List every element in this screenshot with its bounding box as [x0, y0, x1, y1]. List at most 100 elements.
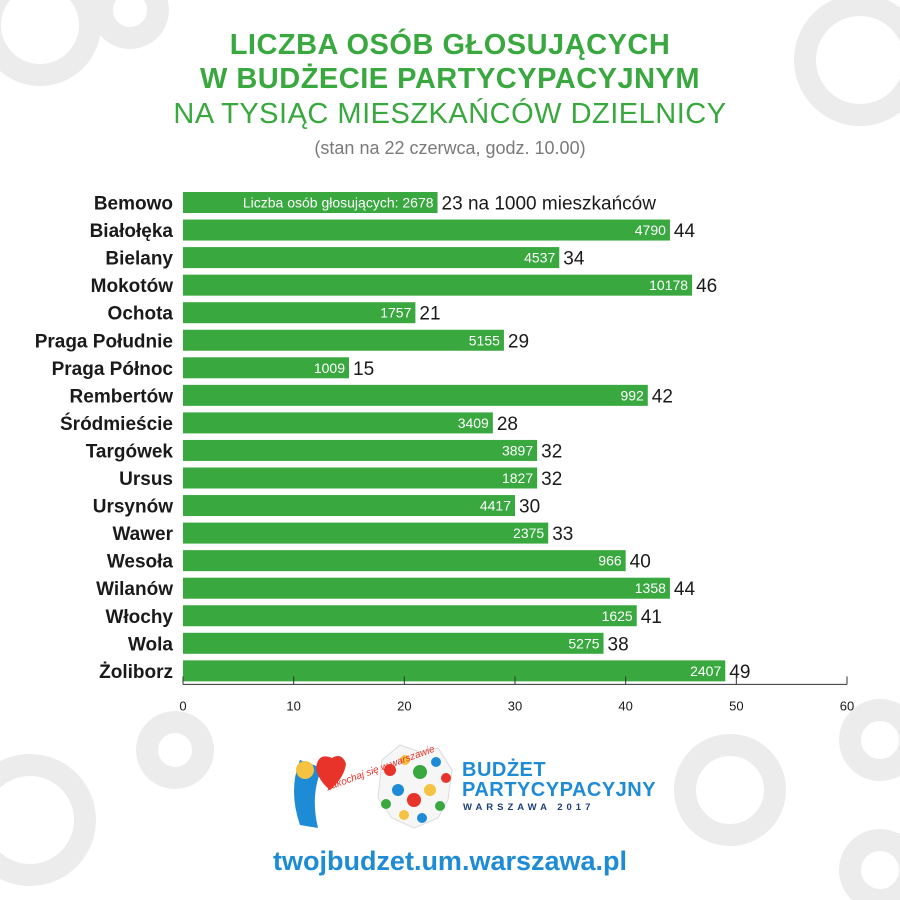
bar-value-label: 15 — [353, 359, 374, 380]
bar-value-label: 32 — [541, 469, 562, 490]
category-label: Rembertów — [70, 386, 174, 407]
bar — [183, 274, 693, 296]
budget-logo-title-line2: PARTYCYPACYJNY — [462, 779, 657, 801]
bar — [183, 412, 493, 434]
category-label: Praga Północ — [52, 359, 174, 380]
category-label: Ursus — [119, 469, 173, 490]
gear-icon — [407, 793, 421, 807]
chart-title-line3: NA TYSIĄC MIESZKAŃCÓW DZIELNICY — [173, 98, 727, 130]
category-label: Żoliborz — [99, 662, 173, 683]
bar — [183, 632, 604, 654]
chart-title-line1: LICZBA OSÓB GŁOSUJĄCYCH — [229, 29, 671, 61]
chart-title-line2: W BUDŻECIE PARTYCYPACYJNYM — [199, 63, 701, 95]
bar — [183, 219, 670, 241]
gear-icon — [381, 799, 391, 809]
gear-icon — [0, 754, 96, 886]
category-label: Praga Południe — [35, 331, 173, 352]
category-label: Wilanów — [96, 579, 173, 600]
budget-logo-subtitle: WARSZAWA 2017 — [463, 802, 595, 813]
bar-value-label: 30 — [519, 497, 540, 518]
category-label: Wola — [128, 634, 173, 655]
bar-value-label: 21 — [419, 304, 440, 325]
bar-voters-label: 4417 — [480, 498, 511, 514]
gear-icon — [0, 0, 101, 86]
bar-value-label: 32 — [541, 441, 562, 462]
bar-value-label: 33 — [552, 524, 573, 545]
bar-voters-label: 4537 — [524, 250, 555, 266]
bar-value-label: 41 — [641, 607, 662, 628]
bar — [183, 660, 726, 682]
gear-icon — [413, 765, 427, 779]
x-tick-label: 0 — [179, 698, 186, 713]
bar-voters-label: 3409 — [458, 415, 489, 431]
gear-icon — [392, 784, 404, 796]
bar — [183, 192, 438, 213]
gear-icon — [400, 755, 410, 765]
gear-icon — [136, 711, 214, 789]
bar-voters-label: 5275 — [568, 635, 599, 651]
bar-voters-label: Liczba osób głosujących: 2678 — [243, 195, 434, 211]
gear-icon — [399, 810, 409, 820]
bar — [183, 384, 648, 406]
bar-value-label: 40 — [630, 552, 651, 573]
category-label: Wesoła — [107, 552, 174, 573]
bar-value-label: 44 — [674, 221, 696, 242]
bar-chart: Bemowo Liczba osób głosujących: 2678 23 na… — [35, 192, 854, 713]
heart-icon — [316, 756, 346, 790]
budget-logo-title-line1: BUDŻET — [462, 759, 547, 781]
bar — [183, 550, 626, 572]
gear-icon — [384, 764, 396, 776]
x-tick-label: 40 — [618, 698, 632, 713]
category-label: Wawer — [112, 524, 173, 545]
gear-icon — [794, 0, 900, 126]
bar — [183, 439, 538, 461]
bar-value-label: 28 — [497, 414, 518, 435]
category-label: Białołęka — [90, 221, 174, 242]
zakochaj-logo — [294, 756, 346, 828]
category-label: Śródmieście — [60, 413, 173, 435]
bar — [183, 247, 560, 269]
bar-voters-label: 992 — [620, 387, 644, 403]
bar-value-label: 46 — [696, 276, 717, 297]
bar — [183, 329, 504, 351]
category-label: Ochota — [108, 304, 174, 325]
category-label: Targówek — [86, 441, 174, 462]
category-label: Bielany — [105, 249, 173, 270]
gear-icon — [431, 757, 441, 767]
logos-area — [294, 744, 453, 829]
x-tick-label: 10 — [286, 698, 300, 713]
x-tick-label: 60 — [840, 698, 854, 713]
bar-voters-label: 2375 — [513, 525, 544, 541]
gear-icon — [674, 734, 786, 846]
gear-icon — [424, 784, 436, 796]
title-block: LICZBA OSÓB GŁOSUJĄCYCH W BUDŻECIE PARTY… — [0, 28, 900, 162]
bar-voters-label: 1757 — [380, 305, 411, 321]
gear-icon — [435, 801, 445, 811]
bar-voters-label: 1625 — [602, 608, 633, 624]
category-label: Bemowo — [94, 194, 173, 215]
bar-voters-label: 10178 — [649, 277, 688, 293]
x-tick-label: 30 — [508, 698, 522, 713]
bar-value-label: 44 — [674, 579, 696, 600]
gear-icon — [839, 829, 900, 900]
bar-value-label: 23 na 1000 mieszkańców — [442, 194, 657, 215]
bar-value-label: 38 — [608, 634, 629, 655]
bar — [183, 467, 538, 489]
chart-subtitle: (stan na 22 czerwca, godz. 10.00) — [314, 138, 586, 158]
bar-voters-label: 966 — [598, 553, 622, 569]
bar — [183, 577, 670, 599]
bar-voters-label: 2407 — [690, 663, 721, 679]
bar-voters-label: 1009 — [314, 360, 345, 376]
budget-logo — [377, 744, 453, 829]
bar — [183, 522, 549, 544]
category-label: Mokotów — [91, 276, 174, 297]
bar-value-label: 49 — [729, 662, 750, 683]
bar — [183, 302, 416, 324]
bar-value-label: 34 — [563, 249, 585, 270]
bar-voters-label: 3897 — [502, 442, 533, 458]
bar — [183, 357, 349, 379]
website-link[interactable]: twojbudzet.um.warszawa.pl — [272, 846, 628, 876]
bar-voters-label: 1827 — [502, 470, 533, 486]
x-tick-label: 20 — [397, 698, 411, 713]
